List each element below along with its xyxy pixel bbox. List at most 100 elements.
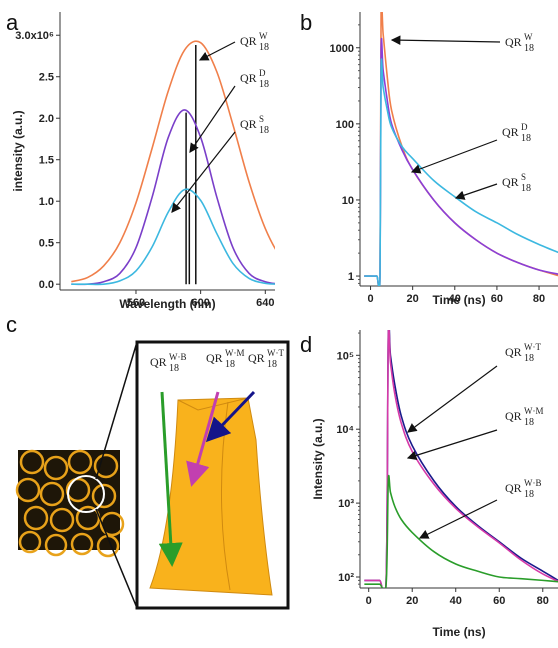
label-sup: W (259, 31, 268, 41)
y-tick-label: 1.5 (39, 155, 54, 167)
zoom-circle (67, 475, 105, 513)
label-sup: W·T (524, 342, 541, 352)
x-axis-title: Wavelength (nm) (119, 297, 215, 311)
series-line (71, 40, 275, 283)
annotation-arrow (189, 85, 236, 153)
label-sub: 18 (259, 79, 269, 90)
label-sub: 18 (524, 489, 534, 500)
label-base: QR (248, 351, 265, 365)
x-tick-label: 0 (366, 595, 372, 607)
annotation-arrow (171, 131, 236, 213)
zoom-line (95, 508, 138, 609)
annotation-label: QR W·M 18 (505, 406, 544, 428)
series-line (364, 330, 558, 588)
label-sub: 18 (524, 353, 534, 364)
label-sup: W·M (225, 348, 245, 358)
label-base: QR (240, 34, 257, 48)
label-base: QR (505, 409, 522, 423)
zoom-line (95, 341, 138, 480)
y-tick-label: 0.0 (39, 279, 54, 291)
y-tick-label: 2.0 (39, 113, 54, 125)
label-base: QR (505, 481, 522, 495)
label-sup: S (259, 114, 264, 124)
label-sub: 18 (521, 133, 531, 144)
arrow-wt (205, 390, 256, 443)
panel-c: c (6, 312, 290, 610)
annotation-label: QR W·T 18 (248, 348, 284, 370)
y-tick-label: 0.5 (39, 238, 54, 250)
y-tick-label: 10³ (338, 498, 354, 510)
label-base: QR (240, 71, 257, 85)
annotation-label: QR W 18 (505, 32, 534, 54)
y-tick-label: 3.0x10⁶ (15, 30, 54, 42)
label-base: QR (150, 355, 167, 369)
y-tick-label: 10 (342, 195, 354, 207)
label-base: QR (505, 35, 522, 49)
y-tick-label: 10⁵ (337, 350, 354, 362)
annotation-label: QR W·T 18 (505, 342, 541, 364)
series-line (364, 58, 558, 286)
plot-area (364, 12, 558, 286)
y-tick-label: 10² (338, 572, 354, 584)
plot-area (71, 40, 275, 286)
annotation-label: QR D 18 (240, 68, 269, 90)
label-base: QR (505, 345, 522, 359)
y-axis-title: Intensity (a.u.) (311, 418, 325, 499)
x-tick-label: 80 (537, 595, 549, 607)
label-sup: W·M (524, 406, 544, 416)
x-tick-label: 560 (127, 297, 145, 309)
label-base: QR (502, 175, 519, 189)
annotation-label: QR W 18 (240, 31, 269, 53)
series-line (71, 188, 275, 286)
x-axis-title: Time (ns) (432, 293, 485, 307)
annotation-arrow (454, 183, 498, 200)
y-tick-label: 1000 (330, 43, 354, 55)
y-tick-label: 100 (336, 119, 354, 131)
y-tick-label: 1.0 (39, 196, 54, 208)
label-sup: W (524, 32, 533, 42)
rod-edge (177, 397, 249, 411)
annotation-label: QR W·M 18 (206, 348, 245, 370)
label-sub: 18 (267, 359, 277, 370)
annotation-arrow (410, 139, 498, 174)
series-line (364, 474, 558, 588)
y-axis-title: intensity (a.u.) (11, 110, 25, 191)
annotation-arrow (418, 499, 498, 539)
label-sub: 18 (521, 183, 531, 194)
annotation-arrow (407, 365, 498, 433)
annotation-label: QR D 18 (502, 122, 531, 144)
label-sup: W·B (169, 352, 187, 362)
label-sub: 18 (524, 43, 534, 54)
x-tick-label: 20 (406, 595, 418, 607)
series-line (364, 330, 558, 588)
annotation-label: QR W·B 18 (150, 352, 187, 374)
label-sub: 18 (225, 359, 235, 370)
label-sub: 18 (259, 125, 269, 136)
x-tick-label: 640 (256, 297, 274, 309)
x-tick-label: 60 (493, 595, 505, 607)
x-tick-label: 20 (407, 293, 419, 305)
y-tick-label: 2.5 (39, 72, 54, 84)
x-tick-label: 60 (491, 293, 503, 305)
panel-label: c (6, 312, 17, 337)
annotation-label: QR S 18 (502, 172, 531, 194)
label-sup: W·B (524, 478, 542, 488)
annotation-arrow (198, 41, 236, 61)
arrow-wm (186, 391, 220, 487)
annotation-label: QR S 18 (240, 114, 269, 136)
label-sub: 18 (524, 417, 534, 428)
x-tick-label: 600 (191, 297, 209, 309)
label-sup: D (259, 68, 266, 78)
arrow-wb (158, 391, 183, 567)
y-tick-label: 1 (348, 271, 354, 283)
label-sub: 18 (259, 42, 269, 53)
x-tick-label: 0 (367, 293, 373, 305)
panel-label: b (300, 10, 312, 35)
x-tick-label: 80 (533, 293, 545, 305)
y-tick-label: 10⁴ (336, 424, 354, 436)
x-tick-label: 40 (449, 293, 461, 305)
annotation-arrow (406, 429, 498, 461)
annotation-arrow (390, 35, 501, 45)
